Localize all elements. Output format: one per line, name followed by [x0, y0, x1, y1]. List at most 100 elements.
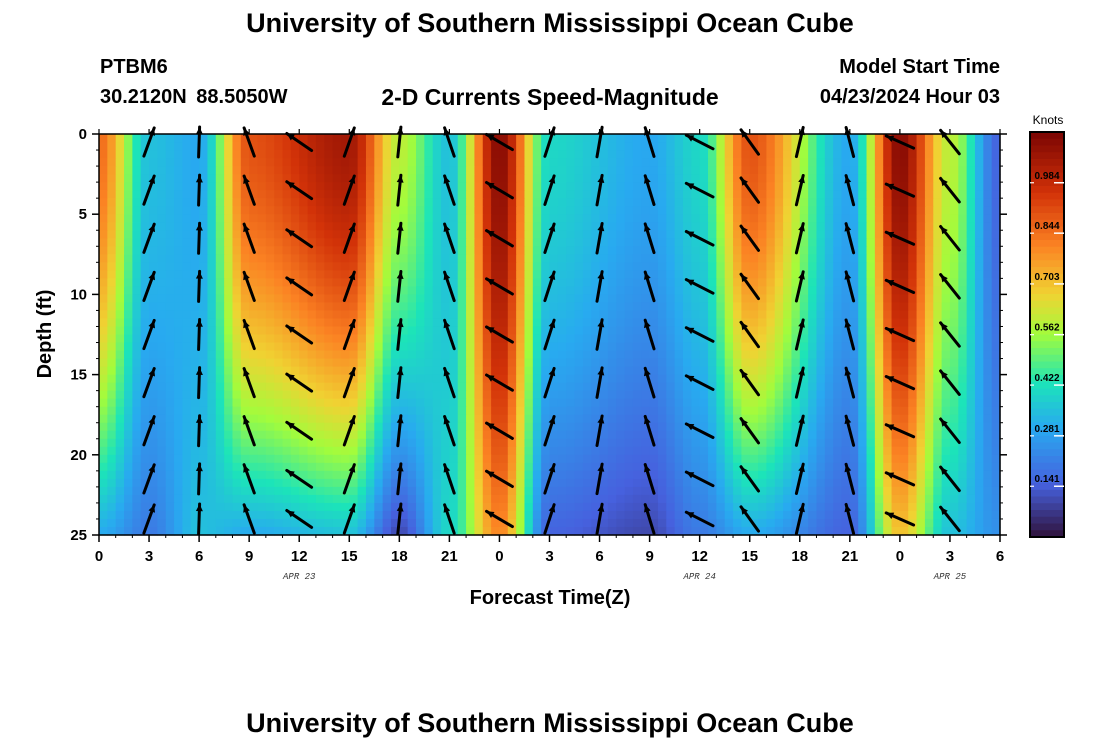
heat-cell — [833, 238, 843, 247]
heat-cell — [749, 174, 759, 183]
heat-cell — [916, 182, 926, 191]
heat-cell — [783, 462, 793, 472]
heat-cell — [758, 438, 767, 448]
heat-cell — [883, 366, 893, 376]
heat-cell — [991, 422, 1001, 432]
heat-cell — [357, 350, 367, 360]
heat-cell — [716, 342, 726, 352]
heat-cell — [374, 390, 384, 400]
heat-cell — [282, 158, 292, 167]
heat-cell — [249, 454, 259, 464]
heat-cell — [891, 150, 901, 159]
heat-cell — [816, 414, 826, 424]
heat-cell — [274, 142, 284, 151]
heat-cell — [883, 230, 893, 239]
heat-cell — [349, 454, 359, 464]
heat-cell — [332, 134, 342, 143]
heat-cell — [282, 214, 292, 223]
heat-cell — [365, 318, 375, 328]
heat-cell — [933, 294, 943, 304]
heat-cell — [207, 478, 217, 488]
heat-cell — [591, 198, 601, 207]
heat-cell — [365, 358, 375, 368]
heat-cell — [849, 430, 859, 440]
heat-cell — [182, 222, 192, 231]
heat-cell — [916, 254, 926, 263]
heat-cell — [274, 438, 284, 448]
heat-cell — [399, 462, 409, 472]
heat-cell — [557, 374, 567, 384]
heat-cell — [699, 390, 709, 400]
heat-cell — [466, 398, 476, 408]
heat-cell — [733, 190, 742, 199]
heat-cell — [240, 182, 250, 191]
heat-cell — [941, 486, 951, 496]
heat-cell — [657, 406, 667, 416]
heat-cell — [874, 238, 884, 247]
heat-cell — [941, 262, 951, 271]
heat-cell — [557, 294, 567, 304]
heat-cell — [190, 462, 200, 472]
heat-cell — [107, 190, 117, 199]
heat-cell — [307, 406, 317, 416]
heat-cell — [107, 246, 117, 255]
heat-cell — [315, 190, 325, 199]
heat-cell — [240, 198, 250, 207]
heat-cell — [557, 446, 567, 456]
heat-cell — [449, 190, 459, 199]
heat-cell — [557, 326, 567, 336]
heat-cell — [858, 182, 868, 191]
heat-cell — [457, 230, 467, 239]
heat-cell — [849, 446, 859, 456]
heat-cell — [833, 246, 843, 255]
heat-cell — [457, 398, 467, 408]
heat-cell — [215, 182, 225, 191]
heat-cell — [591, 174, 601, 183]
heat-cell — [883, 278, 893, 287]
heat-cell — [165, 206, 175, 215]
heat-cell — [649, 302, 659, 312]
heat-cell — [924, 278, 934, 287]
heat-cell — [841, 390, 851, 400]
heat-cell — [808, 150, 818, 159]
heat-cell — [616, 198, 626, 207]
heat-cell — [958, 238, 968, 247]
heat-cell — [657, 438, 667, 448]
heat-cell — [733, 294, 742, 304]
heat-cell — [215, 310, 225, 320]
heat-cell — [524, 142, 534, 151]
heat-cell — [741, 406, 751, 416]
heat-cell — [991, 222, 1001, 231]
heat-cell — [340, 142, 350, 151]
heat-cell — [541, 374, 551, 384]
heat-cell — [933, 422, 943, 432]
heat-cell — [482, 462, 492, 472]
heat-cell — [340, 334, 350, 344]
heat-cell — [899, 446, 909, 456]
heat-cell — [124, 166, 133, 175]
heat-cell — [624, 334, 634, 344]
heat-cell — [607, 262, 617, 271]
heat-cell — [557, 166, 567, 175]
heat-cell — [657, 158, 667, 167]
heat-cell — [624, 262, 634, 271]
heat-cell — [207, 446, 217, 456]
heat-cell — [524, 318, 534, 328]
heat-cell — [649, 142, 659, 151]
heat-cell — [816, 494, 826, 504]
heat-cell — [708, 470, 717, 480]
heat-cell — [115, 494, 125, 504]
heat-cell — [808, 366, 818, 376]
heat-cell — [365, 430, 375, 440]
heat-cell — [416, 142, 425, 151]
heat-cell — [115, 414, 125, 424]
heat-cell — [958, 326, 968, 336]
heat-cell — [324, 486, 334, 496]
heat-cell — [799, 142, 809, 151]
heat-cell — [315, 222, 325, 231]
heat-cell — [741, 454, 751, 464]
heat-cell — [532, 278, 542, 287]
heat-cell — [708, 414, 717, 424]
heat-cell — [582, 238, 592, 247]
heat-cell — [407, 470, 417, 480]
